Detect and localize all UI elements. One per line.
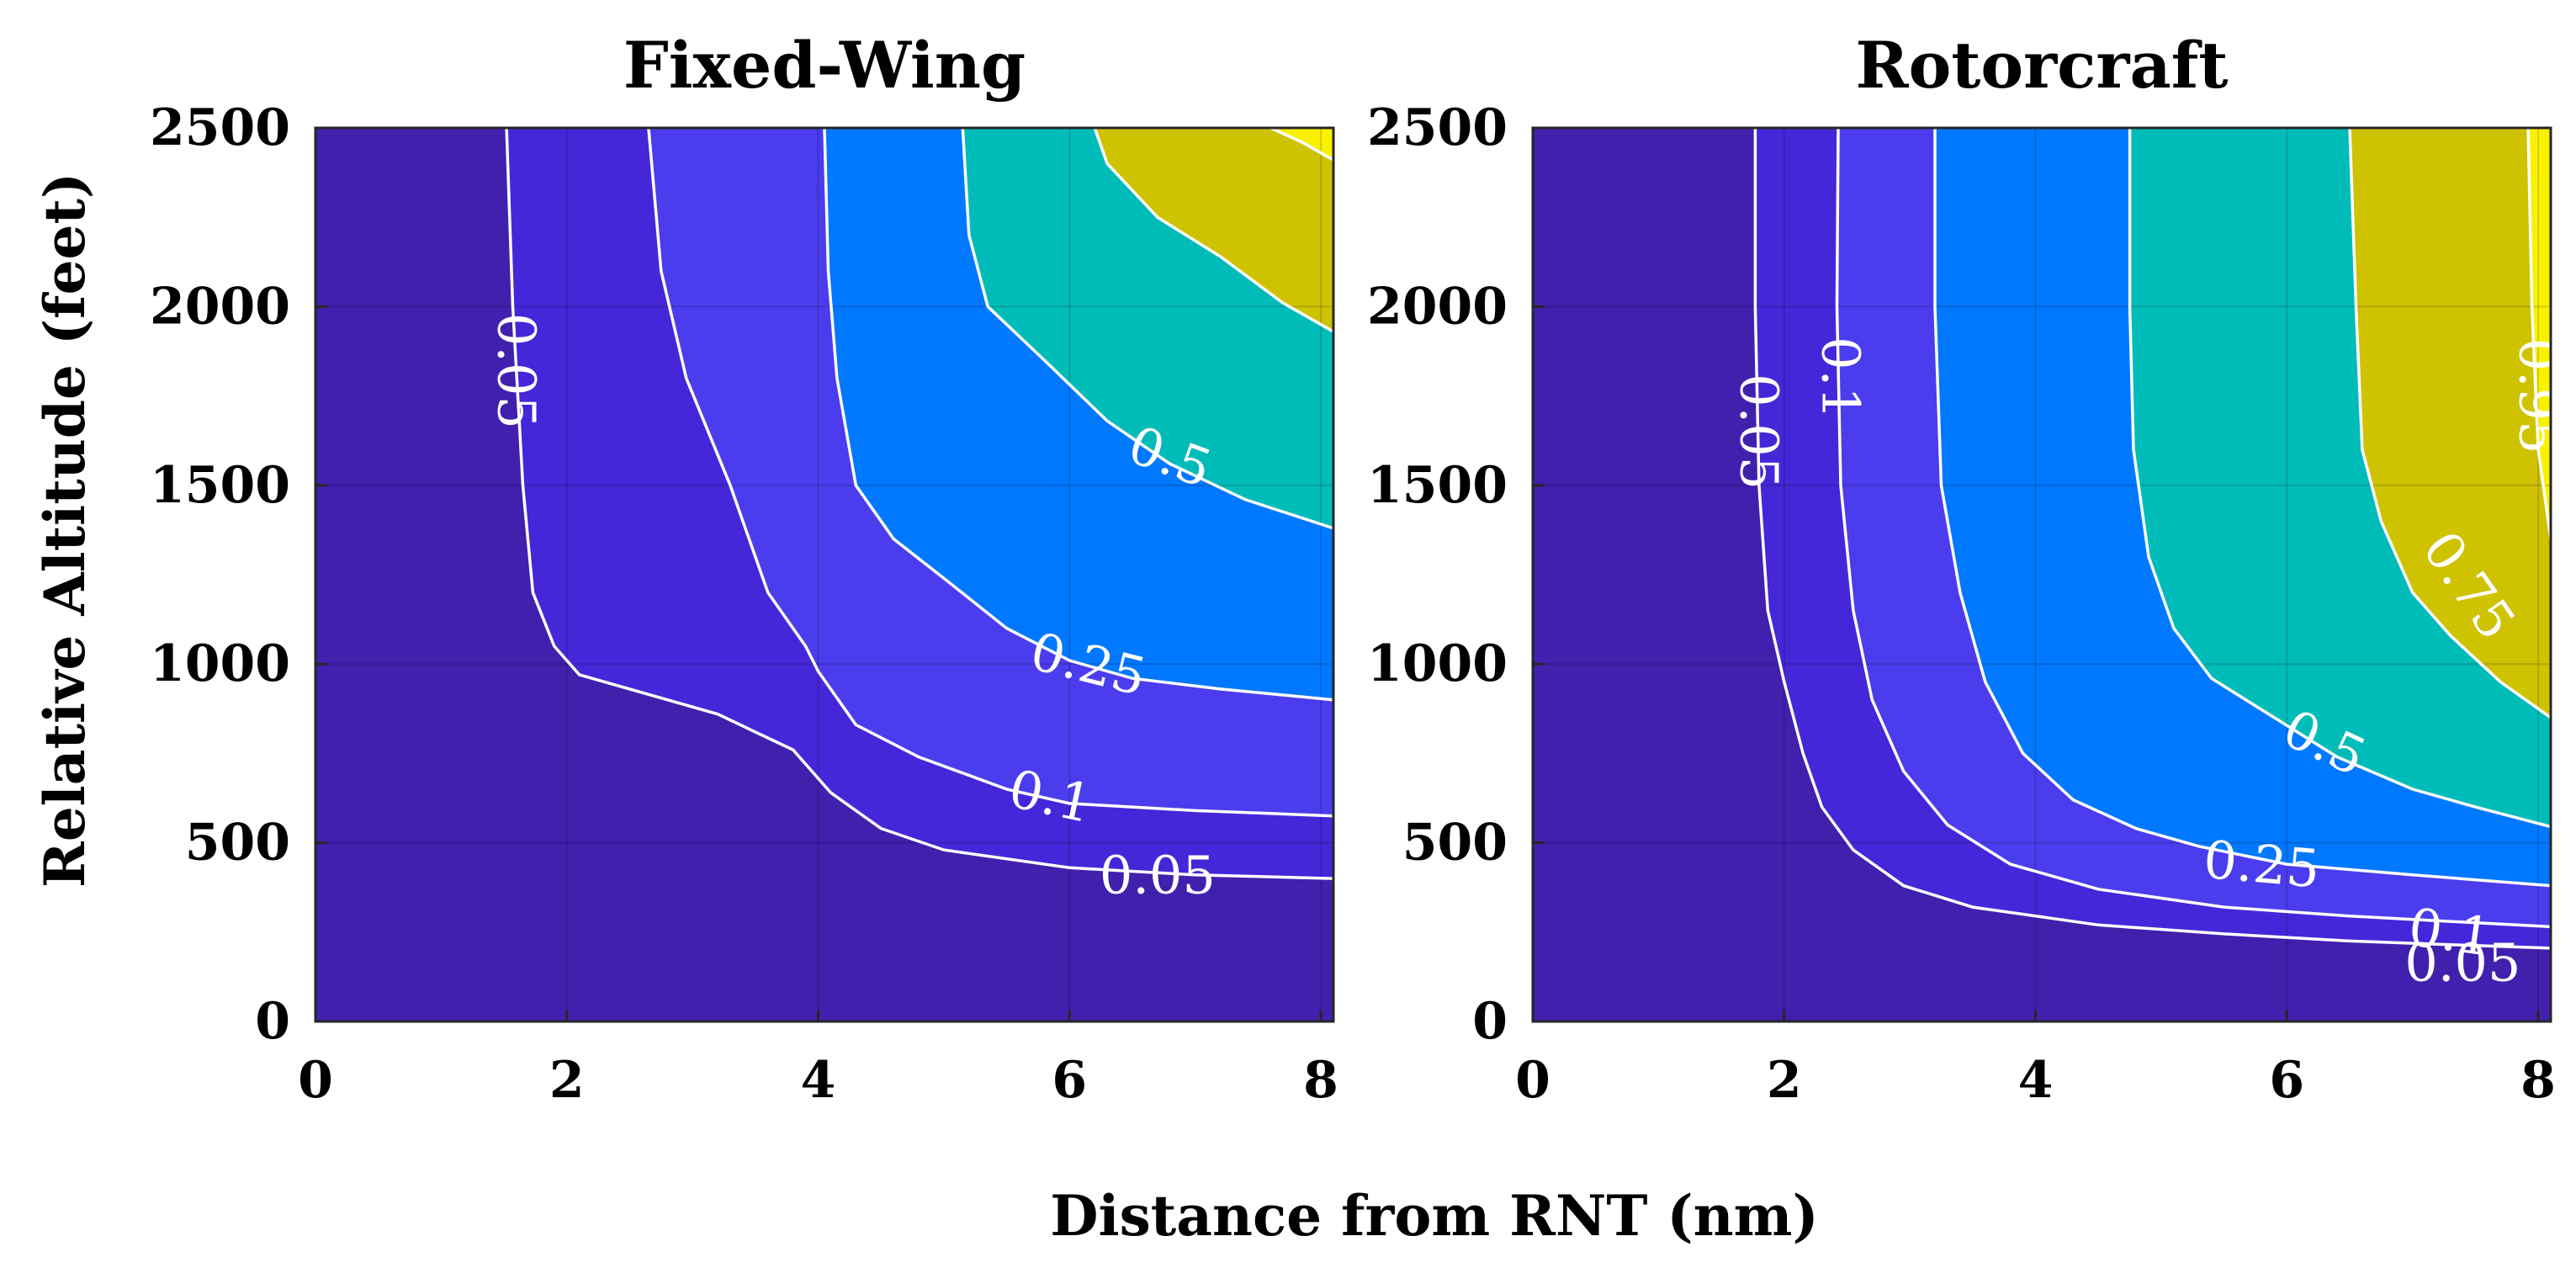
x-tick-label: 8: [1303, 1051, 1338, 1110]
x-tick-label: 6: [1052, 1051, 1087, 1110]
contour-region-0.95: [1270, 128, 1333, 161]
x-tick-label: 4: [2018, 1051, 2054, 1110]
x-tick-label: 2: [549, 1051, 585, 1110]
contour-label: 0.1: [2405, 896, 2496, 968]
y-tick-label: 500: [185, 814, 290, 873]
y-tick-label: 1000: [150, 634, 290, 693]
fixed-wing-panel: 0.050.050.10.250.50 2 4 6 805001000150020002…: [150, 28, 1338, 1110]
y-tick-label: 2500: [1367, 98, 1508, 157]
grid: [315, 128, 1333, 1021]
x-tick-label: 6: [2269, 1051, 2304, 1110]
contour-line-0.5: [2128, 128, 2551, 829]
plot-area: 0.050.050.10.250.5: [315, 128, 1333, 1021]
contour-label: 0.1: [1810, 337, 1872, 420]
x-tick-label: 4: [801, 1051, 836, 1110]
contour-line-0.95: [1269, 128, 1333, 162]
x-tick-label: 0: [1515, 1051, 1550, 1110]
y-tick-label: 0: [1472, 992, 1508, 1051]
y-tick-label: 2000: [150, 277, 290, 336]
y-tick-label: 1500: [150, 456, 290, 515]
contour-line-0.05: [1753, 128, 2551, 950]
panel-title: Rotorcraft: [1855, 28, 2228, 103]
plot-area: 0.05 0.10.250.50.750.950.10.05: [1533, 128, 2569, 1021]
x-tick-label: 2: [1767, 1051, 1802, 1110]
axes-frame: [314, 126, 1335, 1023]
contour-region-0.75: [2350, 128, 2551, 718]
contour-line-0.75: [2348, 128, 2551, 719]
contour-line-0.1: [647, 128, 1333, 818]
x-tick-label: 8: [2520, 1051, 2556, 1110]
axes-frame: [1531, 126, 2552, 1023]
x-tick-label: 0: [298, 1051, 333, 1110]
contour-label: 0.05: [1728, 374, 1789, 490]
contour-label: 0.05: [1100, 844, 1216, 905]
contour-region-0.95: [2528, 128, 2551, 539]
contour-label: 0.25: [2201, 829, 2322, 900]
contour-line-0.05: [505, 128, 1333, 880]
contour-line-0.25: [823, 128, 1333, 702]
y-tick-label: 1500: [1367, 456, 1508, 515]
contour-line-0.95: [2526, 128, 2551, 539]
contour-line-0.5: [961, 128, 1333, 530]
x-axis-label: Distance from RNT (nm): [1050, 1183, 1818, 1249]
y-tick-label: 500: [1402, 814, 1508, 873]
contour-line-0.1: [1835, 128, 2551, 929]
contour-label: 0.95: [2508, 338, 2569, 454]
y-axis-label: Relative Altitude (feet): [32, 172, 98, 888]
contour-line-0.25: [1933, 128, 2551, 888]
y-tick-label: 2500: [150, 98, 290, 157]
contour-region-0.75: [1095, 128, 1333, 332]
rotorcraft-panel: 0.05 0.10.250.50.750.950.10.050 2 4 6 8050010…: [1367, 28, 2569, 1110]
contour-label: 0.05: [486, 313, 548, 429]
contour-line-0.75: [1093, 128, 1333, 333]
y-tick-label: 0: [255, 992, 290, 1051]
panel-title: Fixed-Wing: [623, 28, 1026, 103]
y-tick-label: 2000: [1367, 277, 1508, 336]
y-tick-label: 1000: [1367, 634, 1508, 693]
contour-label: 0.05: [2404, 931, 2520, 993]
